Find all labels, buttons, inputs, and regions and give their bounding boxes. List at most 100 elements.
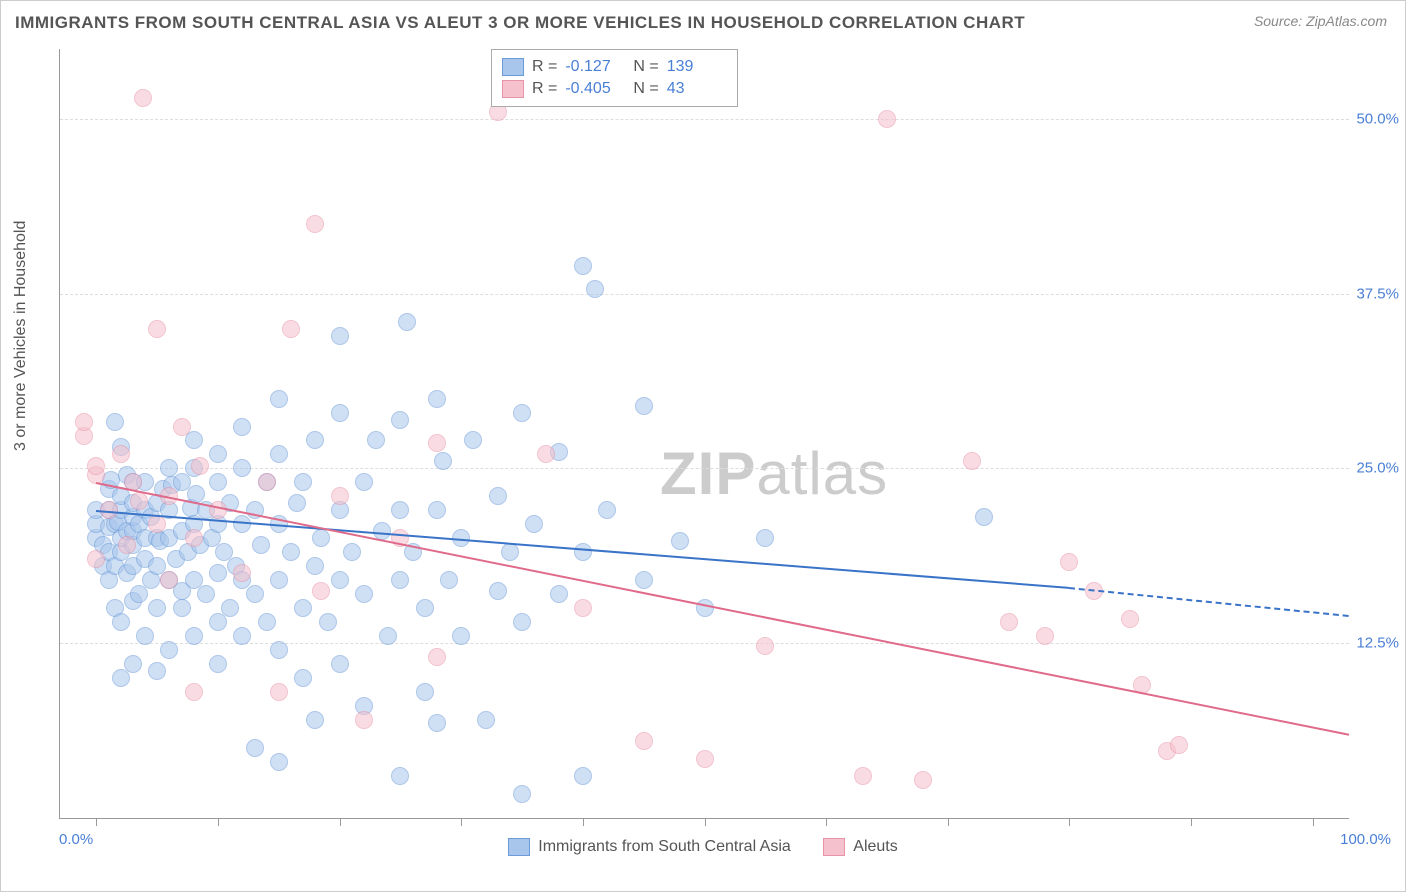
scatter-point	[233, 459, 251, 477]
scatter-point	[209, 501, 227, 519]
scatter-point	[464, 431, 482, 449]
x-tick	[948, 818, 949, 826]
scatter-point	[87, 457, 105, 475]
n-label: N =	[633, 58, 658, 76]
x-tick	[96, 818, 97, 826]
scatter-point	[87, 550, 105, 568]
scatter-point	[270, 571, 288, 589]
scatter-point	[252, 536, 270, 554]
scatter-point	[233, 627, 251, 645]
watermark-rest: atlas	[756, 440, 888, 507]
scatter-point	[477, 711, 495, 729]
scatter-point	[391, 571, 409, 589]
scatter-point	[343, 543, 361, 561]
scatter-point	[489, 582, 507, 600]
scatter-point	[148, 662, 166, 680]
scatter-point	[185, 683, 203, 701]
scatter-point	[148, 515, 166, 533]
scatter-point	[148, 320, 166, 338]
scatter-point	[130, 585, 148, 603]
scatter-point	[434, 452, 452, 470]
scatter-point	[197, 585, 215, 603]
scatter-point	[586, 280, 604, 298]
scatter-point	[75, 413, 93, 431]
scatter-point	[598, 501, 616, 519]
scatter-point	[209, 655, 227, 673]
r-value-2: -0.405	[565, 80, 625, 98]
scatter-point	[355, 473, 373, 491]
scatter-point	[246, 739, 264, 757]
scatter-point	[191, 457, 209, 475]
series-legend: Immigrants from South Central Asia Aleut…	[1, 838, 1405, 861]
scatter-point	[173, 599, 191, 617]
scatter-point	[294, 669, 312, 687]
legend-row-series-2: R = -0.405 N = 43	[502, 78, 727, 100]
scatter-point	[355, 711, 373, 729]
scatter-point	[233, 418, 251, 436]
scatter-point	[428, 390, 446, 408]
trend-line	[1069, 587, 1349, 617]
scatter-point	[185, 627, 203, 645]
scatter-point	[331, 571, 349, 589]
scatter-point	[489, 487, 507, 505]
scatter-point	[914, 771, 932, 789]
gridline	[60, 294, 1349, 295]
scatter-point	[525, 515, 543, 533]
scatter-point	[209, 564, 227, 582]
x-tick	[583, 818, 584, 826]
scatter-point	[440, 571, 458, 589]
scatter-point	[118, 536, 136, 554]
scatter-point	[574, 543, 592, 561]
scatter-point	[574, 767, 592, 785]
scatter-point	[1121, 610, 1139, 628]
scatter-point	[398, 313, 416, 331]
scatter-point	[124, 655, 142, 673]
legend-item-2: Aleuts	[823, 838, 897, 856]
scatter-point	[160, 641, 178, 659]
scatter-point	[270, 390, 288, 408]
scatter-point	[221, 599, 239, 617]
scatter-point	[270, 753, 288, 771]
scatter-point	[635, 732, 653, 750]
scatter-point	[112, 445, 130, 463]
scatter-point	[306, 215, 324, 233]
legend-row-series-1: R = -0.127 N = 139	[502, 56, 727, 78]
scatter-point	[209, 445, 227, 463]
scatter-point	[160, 571, 178, 589]
scatter-point	[513, 613, 531, 631]
scatter-point	[537, 445, 555, 463]
scatter-point	[294, 599, 312, 617]
legend-swatch-1	[502, 58, 524, 76]
scatter-point	[975, 508, 993, 526]
scatter-point	[148, 599, 166, 617]
scatter-point	[270, 445, 288, 463]
scatter-point	[331, 487, 349, 505]
scatter-point	[635, 397, 653, 415]
scatter-point	[574, 257, 592, 275]
scatter-point	[1060, 553, 1078, 571]
scatter-point	[173, 418, 191, 436]
scatter-point	[391, 501, 409, 519]
scatter-point	[185, 529, 203, 547]
scatter-point	[258, 613, 276, 631]
chart-title: IMMIGRANTS FROM SOUTH CENTRAL ASIA VS AL…	[15, 13, 1025, 33]
scatter-point	[696, 750, 714, 768]
scatter-point	[270, 641, 288, 659]
scatter-point	[391, 411, 409, 429]
scatter-point	[331, 655, 349, 673]
scatter-point	[130, 492, 148, 510]
scatter-point	[513, 785, 531, 803]
n-value-2: 43	[667, 80, 727, 98]
x-tick	[218, 818, 219, 826]
watermark: ZIPatlas	[660, 439, 888, 508]
scatter-point	[112, 669, 130, 687]
scatter-point	[233, 564, 251, 582]
legend-label-2: Aleuts	[853, 838, 897, 856]
x-tick	[1313, 818, 1314, 826]
source-attribution: Source: ZipAtlas.com	[1254, 13, 1387, 29]
scatter-point	[185, 431, 203, 449]
scatter-point	[306, 711, 324, 729]
n-value-1: 139	[667, 58, 727, 76]
scatter-point	[282, 320, 300, 338]
scatter-point	[233, 515, 251, 533]
